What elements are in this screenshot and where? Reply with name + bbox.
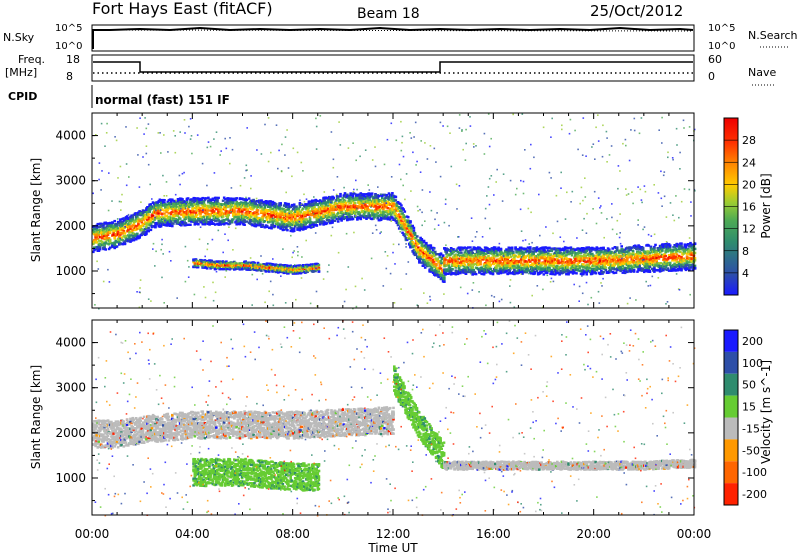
power-ylabel: Slant Range [km] — [29, 158, 43, 262]
nsky-panel: N.Sky 10^5 10^0 10^5 10^0 N.Search — [3, 23, 798, 52]
freq-panel: Freq. [MHz] 18 8 60 0 Nave — [5, 53, 776, 86]
y-tick-label: 4000 — [55, 336, 86, 350]
power-panel: 1000 2000 3000 4000 Slant Range [km] 4 8 12 16… — [29, 112, 773, 310]
y-tick-label: 4000 — [55, 129, 86, 143]
power-colorbar-tick: 8 — [742, 245, 749, 258]
cpid-label: CPID — [8, 90, 37, 103]
power-colorbar-title: Power [dB] — [759, 173, 773, 238]
velocity-ylabel: Slant Range [km] — [29, 365, 43, 469]
y-tick-label: 3000 — [55, 381, 86, 395]
x-tick-label: 00:00 — [75, 527, 110, 541]
velocity-colorbar-tick: -50 — [742, 444, 760, 457]
cpid-text: normal (fast) 151 IF — [95, 93, 230, 107]
y-tick-label: 1000 — [55, 471, 86, 485]
power-colorbar-tick: 24 — [742, 156, 756, 169]
nsearch-label: N.Search — [748, 29, 798, 42]
x-tick-label: 00:00 — [677, 527, 712, 541]
power-colorbar-tick: 20 — [742, 178, 756, 191]
date-label: 25/Oct/2012 — [590, 2, 683, 20]
nsky-tick-bottom: 10^0 — [55, 41, 82, 52]
velocity-data — [92, 320, 697, 517]
nsearch-tick-top: 10^5 — [708, 23, 735, 34]
power-colorbar-tick: 4 — [742, 267, 749, 280]
nsearch-tick-bottom: 10^0 — [708, 41, 735, 52]
x-tick-label: 16:00 — [476, 527, 511, 541]
power-colorbar-tick: 12 — [742, 223, 756, 236]
freq-unit: [MHz] — [5, 66, 37, 79]
velocity-colorbar-tick: 15 — [742, 401, 756, 414]
y-tick-label: 1000 — [55, 264, 86, 278]
power-colorbar-tick: 16 — [742, 201, 756, 214]
freq-label: Freq. — [18, 53, 45, 66]
x-tick-label: 04:00 — [175, 527, 210, 541]
velocity-colorbar-tick: 200 — [742, 335, 763, 348]
nave-tick-top: 60 — [708, 53, 722, 66]
velocity-colorbar-tick: 100 — [742, 357, 763, 370]
x-tick-label: 08:00 — [275, 527, 310, 541]
nave-label: Nave — [748, 66, 776, 79]
power-data — [92, 113, 697, 310]
y-tick-label: 2000 — [55, 426, 86, 440]
velocity-colorbar-title: Velocity [m s^-1] — [759, 360, 773, 464]
beam-label: Beam 18 — [357, 6, 420, 22]
nsky-tick-top: 10^5 — [55, 23, 82, 34]
velocity-colorbar-tick: 50 — [742, 379, 756, 392]
freq-trace — [93, 61, 693, 73]
velocity-colorbar-tick: -200 — [742, 488, 767, 501]
x-axis-label: Time UT — [367, 541, 418, 554]
velocity-colorbar-tick: -15 — [742, 422, 760, 435]
velocity-colorbar-tick: -100 — [742, 466, 767, 479]
y-tick-label: 3000 — [55, 174, 86, 188]
freq-tick-bottom: 8 — [66, 70, 73, 83]
power-colorbar-tick: 28 — [742, 134, 756, 147]
nsky-label: N.Sky — [3, 31, 35, 44]
x-tick-label: 12:00 — [376, 527, 411, 541]
freq-tick-top: 18 — [66, 53, 80, 66]
nave-tick-bottom: 0 — [708, 70, 715, 83]
y-tick-label: 2000 — [55, 219, 86, 233]
x-tick-label: 20:00 — [576, 527, 611, 541]
velocity-colorbar — [723, 329, 739, 506]
velocity-panel: 1000 2000 3000 4000 Slant Range [km] 200 100… — [29, 319, 773, 517]
station-title: Fort Hays East (fitACF) — [92, 0, 273, 18]
